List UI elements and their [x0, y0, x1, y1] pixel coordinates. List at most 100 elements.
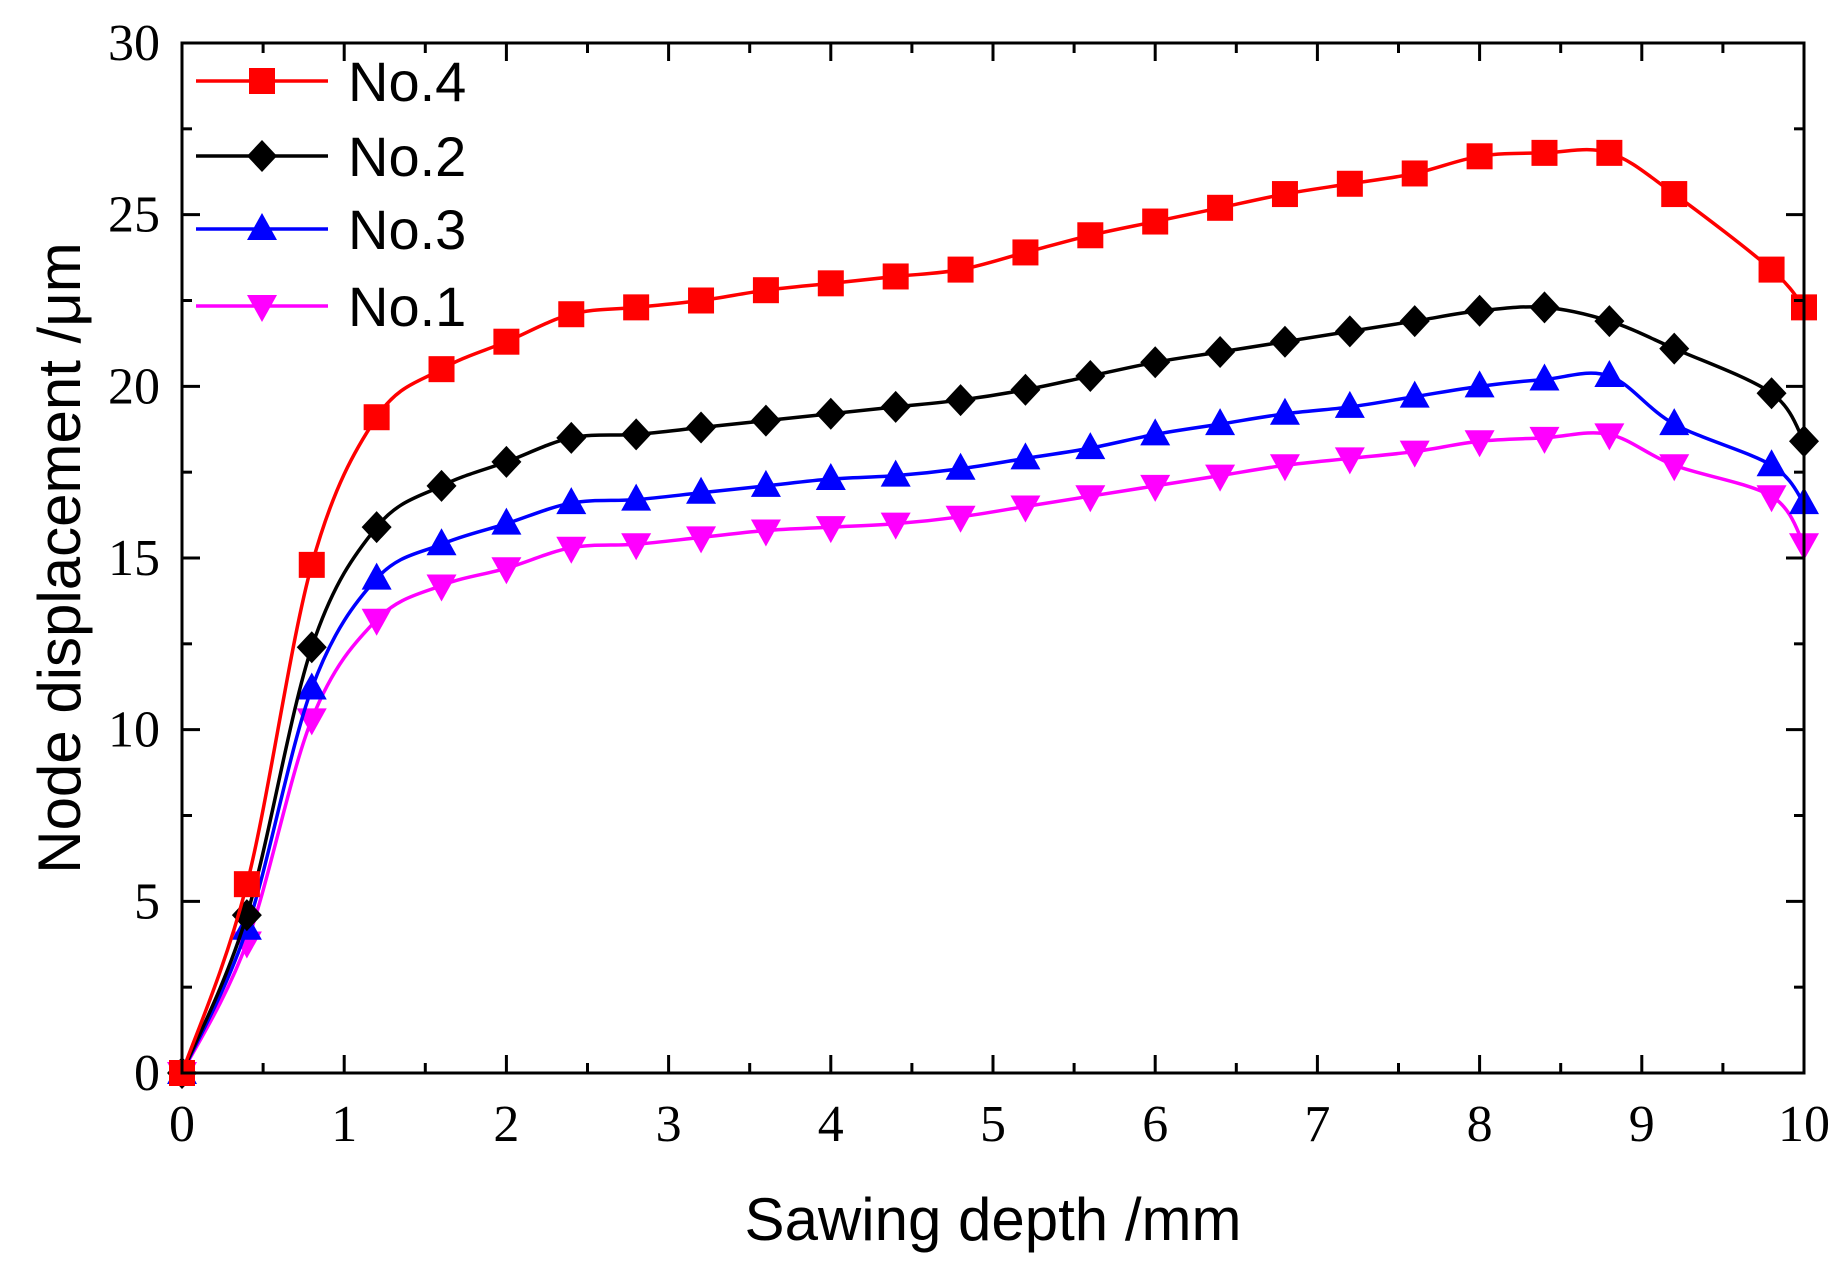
data-point — [1464, 430, 1495, 458]
data-point — [882, 263, 909, 290]
legend-marker — [249, 68, 275, 94]
x-tick-label: 0 — [169, 1096, 195, 1153]
data-point — [1756, 377, 1787, 410]
data-point — [621, 533, 652, 561]
data-point — [623, 294, 650, 321]
data-point — [1659, 454, 1690, 482]
data-point — [558, 301, 585, 328]
series-no-4 — [169, 139, 1817, 1086]
data-point — [1269, 454, 1300, 482]
plot-series-layer — [167, 139, 1819, 1089]
data-point — [815, 397, 846, 430]
data-point — [1466, 143, 1493, 170]
series-line — [180, 147, 1806, 1074]
data-point — [1075, 485, 1106, 513]
data-point — [361, 511, 392, 544]
data-point — [1464, 370, 1495, 398]
data-point — [426, 469, 457, 502]
data-point — [945, 384, 976, 417]
legend-entry: No.3 — [196, 198, 466, 261]
data-point — [1010, 495, 1041, 523]
data-point — [1399, 380, 1430, 408]
x-tick-label: 2 — [493, 1096, 519, 1153]
x-axis-title: Sawing depth /mm — [745, 1186, 1242, 1253]
axis-tick-labels: 0 1 2 3 4 5 6 7 8 9 10 0 5 10 15 20 25 30 — [108, 15, 1830, 1153]
series-line — [180, 371, 1806, 1074]
legend: No.4 No.2 No.3 No.1 — [196, 50, 466, 338]
y-tick-label: 30 — [108, 15, 160, 72]
y-tick-label: 10 — [108, 702, 160, 759]
data-point — [1205, 336, 1236, 368]
legend-label: No.1 — [348, 275, 466, 338]
data-point — [296, 631, 327, 664]
data-point — [1531, 139, 1558, 166]
y-tick-label: 25 — [108, 187, 160, 244]
data-point — [1596, 139, 1623, 166]
data-point — [1075, 360, 1106, 393]
data-point — [1142, 208, 1169, 235]
series-no-2 — [167, 291, 1819, 1089]
y-tick-label: 0 — [134, 1045, 160, 1102]
data-point — [1205, 408, 1236, 436]
legend-marker — [247, 295, 277, 322]
x-tick-label: 7 — [1304, 1096, 1330, 1153]
data-point — [1269, 325, 1300, 358]
data-point — [880, 512, 911, 540]
data-point — [491, 445, 522, 478]
data-point — [491, 507, 522, 535]
data-point — [556, 536, 587, 564]
data-point — [1010, 442, 1041, 470]
x-tick-label: 6 — [1142, 1096, 1168, 1153]
data-point — [621, 418, 652, 451]
x-tick-label: 8 — [1467, 1096, 1493, 1153]
x-tick-label: 9 — [1629, 1096, 1655, 1153]
data-point — [1334, 447, 1365, 475]
data-point — [1010, 373, 1041, 406]
data-point — [428, 356, 455, 383]
data-point — [750, 469, 781, 497]
data-point — [1336, 170, 1363, 197]
data-point — [686, 476, 717, 504]
data-point — [361, 608, 392, 636]
legend-label: No.2 — [348, 125, 466, 188]
data-point — [815, 516, 846, 544]
data-point — [1140, 474, 1171, 502]
data-point — [1269, 397, 1300, 425]
data-point — [556, 487, 587, 515]
data-point — [1756, 449, 1787, 477]
data-point — [815, 463, 846, 491]
data-point — [1659, 332, 1690, 365]
x-tick-label: 4 — [818, 1096, 844, 1153]
legend-label: No.4 — [348, 50, 466, 113]
data-point — [1594, 360, 1625, 388]
series-no-1 — [167, 423, 1819, 1089]
data-point — [750, 404, 781, 437]
data-point — [947, 256, 974, 283]
data-point — [426, 574, 457, 602]
data-point — [1140, 418, 1171, 446]
series-line — [180, 431, 1806, 1074]
y-tick-label: 20 — [108, 358, 160, 415]
data-point — [945, 452, 976, 480]
data-point — [363, 404, 390, 431]
x-tick-label: 3 — [656, 1096, 682, 1153]
legend-marker — [247, 213, 277, 240]
y-tick-label: 5 — [134, 873, 160, 930]
data-point — [1529, 363, 1560, 391]
data-point — [1529, 291, 1560, 324]
series-line — [180, 305, 1806, 1074]
legend-entry: No.4 — [196, 50, 466, 113]
x-tick-label: 1 — [331, 1096, 357, 1153]
data-point — [1661, 181, 1688, 208]
data-point — [1334, 315, 1365, 348]
legend-entry: No.1 — [196, 275, 466, 338]
y-tick-label: 15 — [108, 530, 160, 587]
x-tick-label: 10 — [1778, 1096, 1830, 1153]
data-point — [233, 871, 260, 898]
data-point — [1075, 432, 1106, 460]
data-point — [491, 557, 522, 585]
data-point — [686, 411, 717, 444]
data-point — [1594, 305, 1625, 338]
axis-ticks — [180, 41, 1806, 1075]
